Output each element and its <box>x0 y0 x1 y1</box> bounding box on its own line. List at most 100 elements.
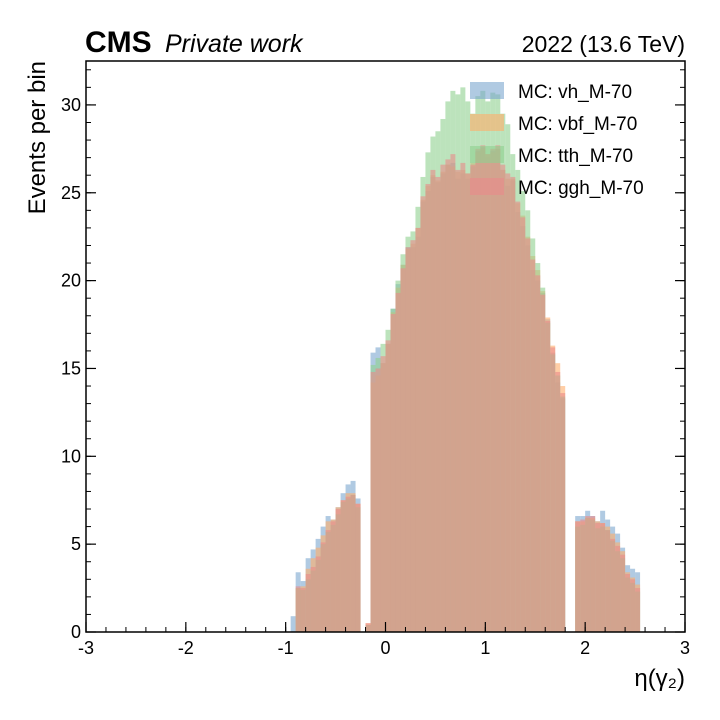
bar <box>615 545 621 632</box>
bar <box>450 154 456 632</box>
bar <box>425 183 431 632</box>
bar <box>305 574 311 632</box>
bar <box>555 371 561 632</box>
bar <box>445 159 451 632</box>
bar <box>410 240 416 632</box>
bar <box>370 371 376 632</box>
bar <box>490 148 496 632</box>
bar <box>400 268 406 632</box>
bar <box>535 275 541 632</box>
bar <box>290 616 296 632</box>
x-tick-label: 3 <box>680 638 690 658</box>
status-label: Private work <box>165 30 304 58</box>
bar <box>350 494 356 632</box>
bar <box>440 164 446 633</box>
y-axis-label: Events per bin <box>24 61 51 214</box>
y-tick-label: 0 <box>71 622 81 642</box>
bar <box>600 523 606 632</box>
bar <box>330 521 336 632</box>
bar <box>620 554 626 632</box>
y-tick-label: 30 <box>61 95 81 115</box>
bar <box>465 173 471 633</box>
bar <box>320 542 326 632</box>
bar <box>625 574 631 632</box>
x-tick-label: 0 <box>380 638 390 658</box>
bar <box>475 148 481 632</box>
bar <box>390 313 396 632</box>
y-tick-label: 25 <box>61 183 81 203</box>
legend-label: MC: vh_M-70 <box>518 82 632 103</box>
legend-swatch <box>470 178 504 195</box>
bar <box>470 164 476 633</box>
bar <box>585 516 591 632</box>
legend-swatch <box>470 82 504 99</box>
bar <box>505 173 511 633</box>
bar <box>415 227 421 632</box>
bar <box>500 164 506 633</box>
x-axis-label: η(γ₂) <box>634 665 685 692</box>
series-3 <box>295 145 641 633</box>
bar <box>590 516 596 632</box>
bar <box>325 530 331 632</box>
x-tick-label: 1 <box>480 638 490 658</box>
y-tick-label: 5 <box>71 534 81 554</box>
legend-label: MC: ggh_M-70 <box>518 178 644 199</box>
x-tick-label: -3 <box>78 638 94 658</box>
x-axis-ticks: -3 -2 -1 0 1 2 3 <box>78 622 690 658</box>
bar <box>630 579 636 632</box>
bar <box>510 176 516 633</box>
bar <box>380 356 386 632</box>
bar <box>395 292 401 632</box>
bar <box>495 145 501 632</box>
bar <box>335 509 341 632</box>
bar <box>525 238 531 633</box>
bar <box>460 162 466 632</box>
bar <box>635 588 641 632</box>
bar <box>545 321 551 632</box>
bar <box>365 623 371 632</box>
bar <box>530 259 536 632</box>
legend-label: MC: vbf_M-70 <box>518 114 637 135</box>
legend: MC: vh_M-70 MC: vbf_M-70 MC: tth_M-70 MC: g… <box>470 82 644 199</box>
bar <box>295 586 301 632</box>
bar <box>595 523 601 632</box>
histogram-bars <box>290 87 641 633</box>
bar <box>345 496 351 632</box>
bar <box>435 176 441 633</box>
experiment-label: CMS <box>85 26 152 59</box>
x-tick-label: 2 <box>580 638 590 658</box>
bar <box>550 347 556 632</box>
bar <box>310 566 316 632</box>
x-tick-label: -2 <box>178 638 194 658</box>
bar <box>580 519 586 632</box>
legend-swatch <box>470 146 504 163</box>
bar <box>485 154 491 632</box>
bar <box>315 556 321 632</box>
bar <box>480 145 486 632</box>
y-tick-label: 10 <box>61 446 81 466</box>
bar <box>515 201 521 633</box>
bar <box>340 500 346 632</box>
bar <box>610 538 616 632</box>
y-tick-label: 20 <box>61 271 81 291</box>
bar <box>455 169 461 632</box>
bar <box>420 196 426 632</box>
bar <box>385 340 391 632</box>
bar <box>430 169 436 632</box>
bar <box>575 521 581 632</box>
bar <box>520 217 526 632</box>
lumi-label: 2022 (13.6 TeV) <box>522 31 685 57</box>
bar <box>560 393 566 632</box>
bar <box>405 247 411 633</box>
bar <box>605 530 611 632</box>
bar <box>540 294 546 632</box>
y-axis-ticks: 0 5 10 15 20 25 30 <box>61 69 685 642</box>
x-tick-label: -1 <box>278 638 294 658</box>
bar <box>375 368 381 632</box>
legend-swatch <box>470 114 504 131</box>
bar <box>355 503 361 632</box>
y-tick-label: 15 <box>61 358 81 378</box>
bar <box>300 588 306 632</box>
legend-label: MC: tth_M-70 <box>518 146 633 167</box>
